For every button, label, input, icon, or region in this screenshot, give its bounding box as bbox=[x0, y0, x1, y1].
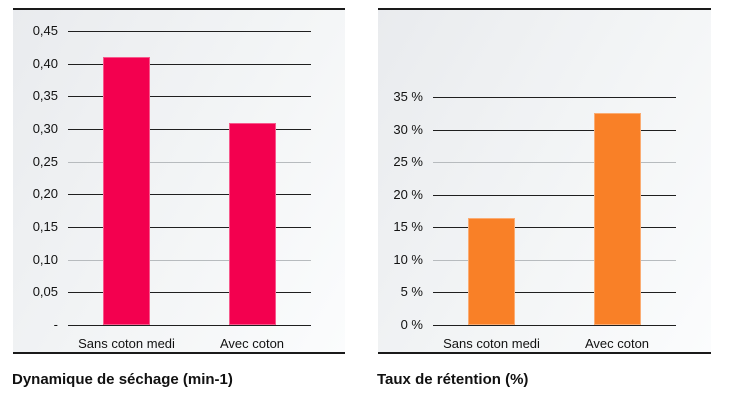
gridline bbox=[433, 162, 676, 164]
y-axis-tick-label: 0,20 bbox=[32, 186, 58, 202]
bar bbox=[593, 113, 641, 325]
bar bbox=[103, 57, 150, 325]
chart-panel-retention-rate: 35 % 30 % 25 % 20 % 15 % 10 % 5 % 0 % Sans coton… bbox=[378, 8, 711, 354]
y-axis-tick-label: 10 % bbox=[393, 251, 423, 267]
gridline bbox=[68, 194, 311, 196]
bar bbox=[468, 217, 515, 325]
y-axis-tick-label: 0,15 bbox=[32, 219, 58, 234]
y-axis-tick-label: 0,30 bbox=[32, 121, 58, 136]
x-axis-category-label: Avec coton bbox=[584, 336, 650, 351]
chart-panel-drying-dynamics: 0,45 0,40 0,35 0,30 0,25 0,20 0,15 0,10 0,05 - San… bbox=[13, 8, 345, 354]
chart-title-retention-rate: Taux de rétention (%) bbox=[377, 371, 529, 388]
x-axis-category-label: Avec coton bbox=[219, 336, 285, 351]
gridline bbox=[68, 325, 311, 326]
x-axis-category-label: Sans coton medi bbox=[443, 336, 540, 351]
gridline bbox=[433, 292, 676, 294]
gridline bbox=[68, 96, 311, 98]
chart-title-drying-dynamics: Dynamique de séchage (min-1) bbox=[12, 371, 233, 388]
y-axis-tick-label: 30 % bbox=[393, 121, 423, 137]
y-axis-tick-label: 0,05 bbox=[32, 284, 58, 300]
bar bbox=[228, 123, 276, 325]
y-axis-tick-label: 25 % bbox=[393, 154, 423, 170]
gridline bbox=[68, 292, 311, 294]
y-axis-tick-label: 0,35 bbox=[32, 88, 58, 104]
gridline bbox=[433, 325, 676, 326]
gridline bbox=[68, 31, 311, 32]
y-axis-tick-label: 15 % bbox=[393, 219, 423, 235]
gridline bbox=[433, 194, 676, 196]
gridline bbox=[433, 259, 676, 261]
x-axis-category-label: Sans coton medi bbox=[78, 336, 175, 351]
y-axis-tick-label: 0,45 bbox=[32, 23, 58, 38]
y-axis-tick-label: 5 % bbox=[400, 284, 423, 300]
gridline bbox=[433, 227, 676, 229]
gridline bbox=[68, 259, 311, 261]
gridline bbox=[433, 97, 676, 98]
gridline bbox=[68, 227, 311, 228]
y-axis-tick-label: 0,25 bbox=[32, 153, 58, 169]
y-axis-tick-label: 0 % bbox=[400, 317, 423, 332]
y-axis-tick-label: 0,40 bbox=[32, 55, 58, 71]
y-axis-tick-label: 35 % bbox=[393, 89, 423, 104]
y-axis-tick-label: 0,10 bbox=[32, 251, 58, 267]
gridline bbox=[68, 63, 311, 65]
gridline bbox=[68, 129, 311, 130]
y-axis-tick-label: 20 % bbox=[393, 186, 423, 202]
y-axis-tick-label: - bbox=[53, 317, 58, 332]
gridline bbox=[68, 161, 311, 163]
gridline bbox=[433, 129, 676, 131]
